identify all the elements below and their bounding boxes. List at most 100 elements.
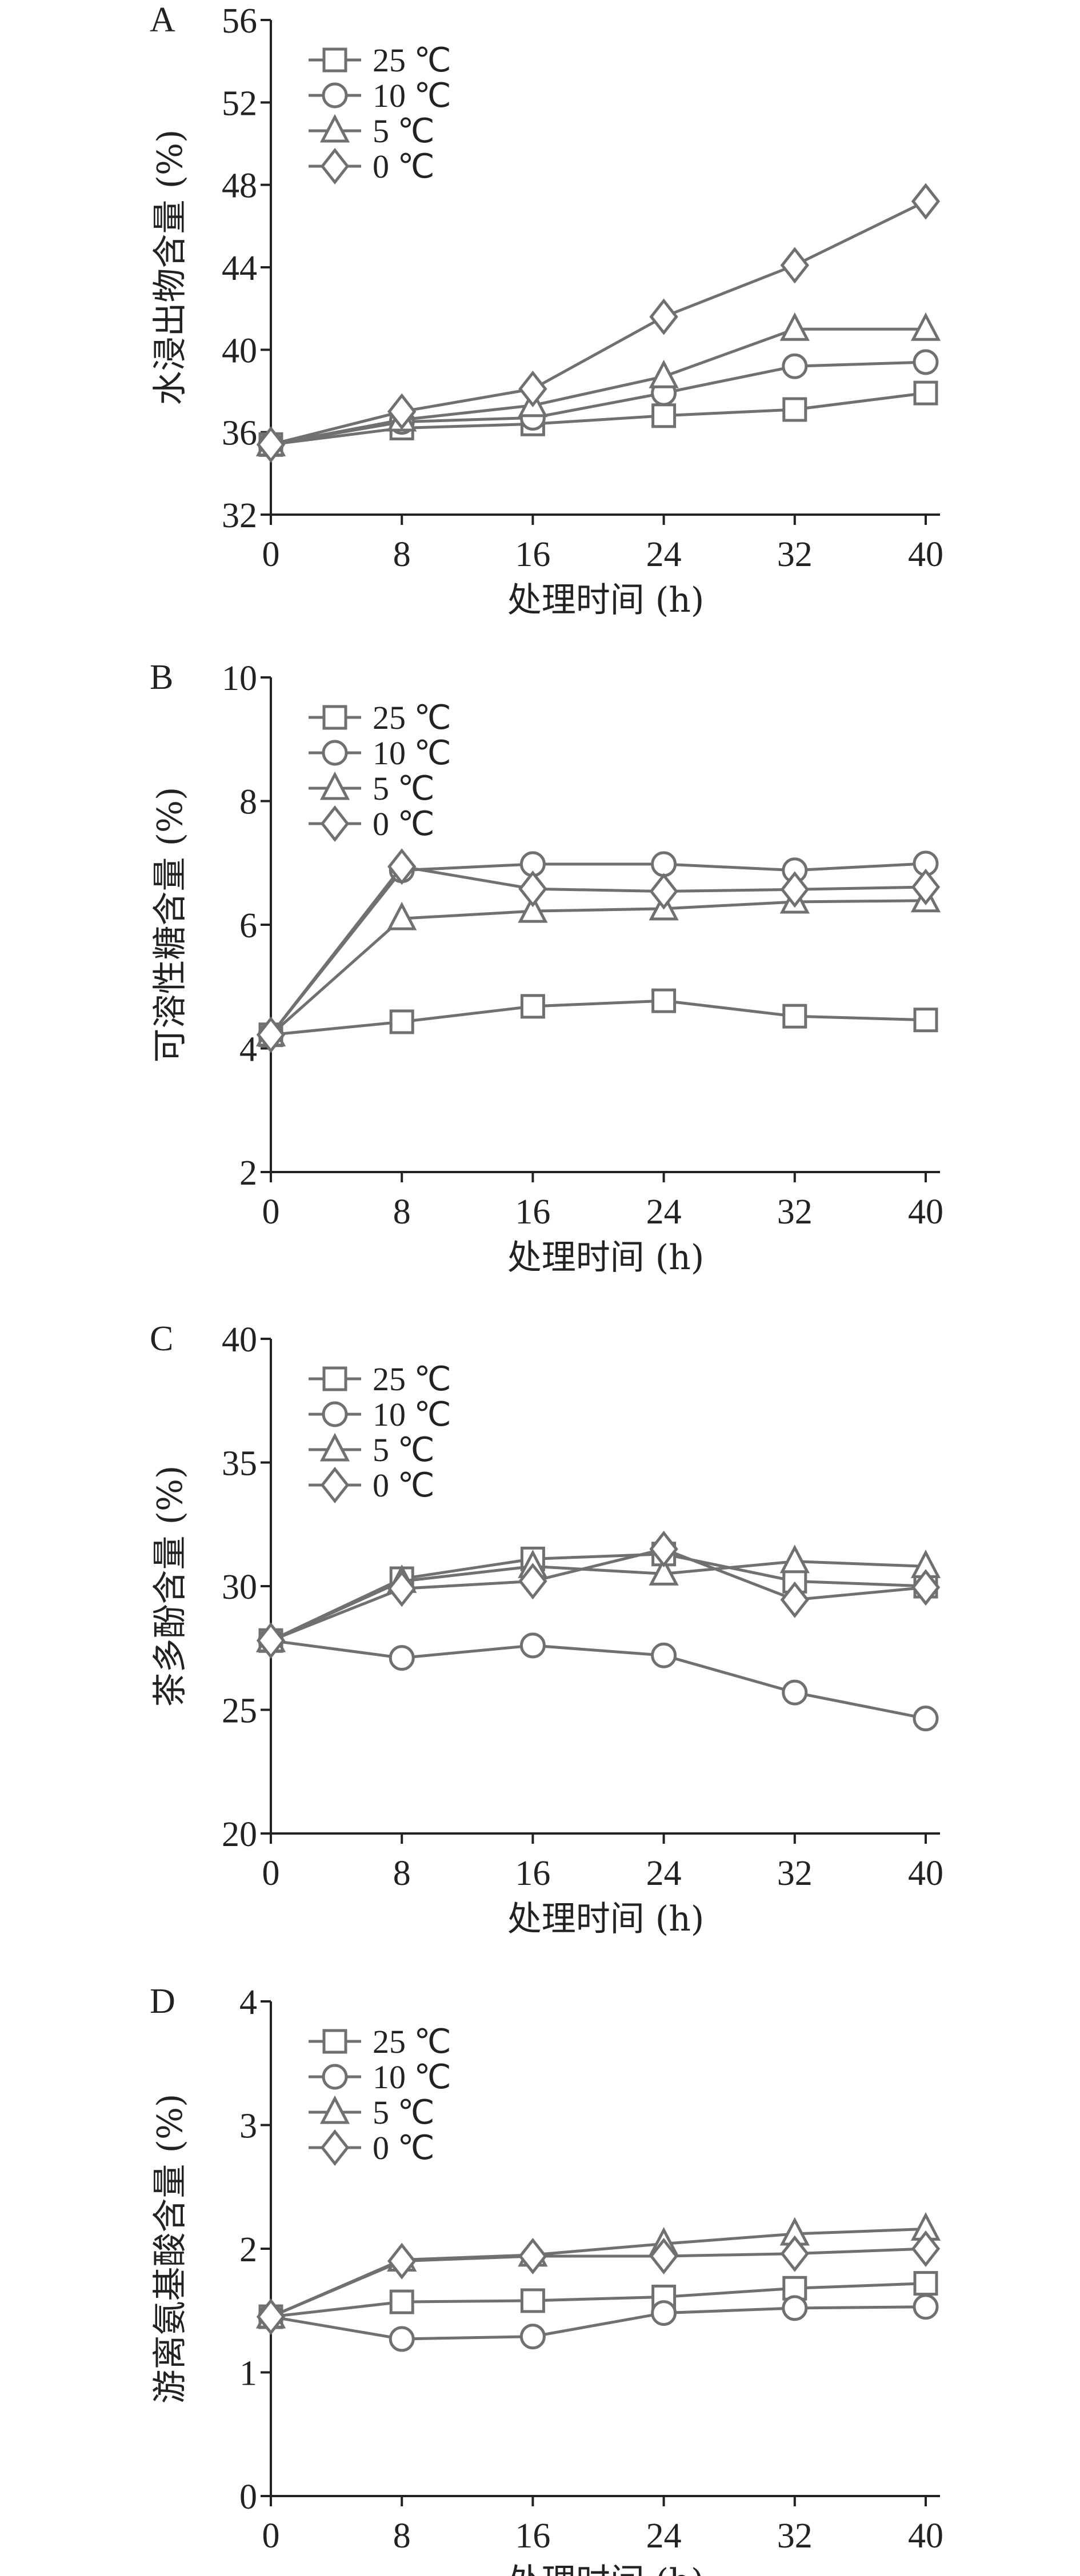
y-tick-label: 2 — [239, 2230, 257, 2269]
x-tick-label: 32 — [777, 1193, 813, 1231]
series-line — [270, 1547, 926, 1642]
data-point — [520, 994, 545, 1019]
legend-label: 0 ℃ — [373, 1467, 435, 1504]
data-point — [651, 988, 677, 1013]
panel-letter: D — [150, 1982, 175, 2021]
data-point — [649, 873, 678, 910]
data-point — [649, 359, 679, 388]
legend-item: 25 ℃ — [309, 699, 451, 736]
data-point — [780, 247, 809, 284]
legend-marker-icon — [320, 147, 350, 185]
data-point — [913, 349, 939, 375]
y-tick-label: 52 — [222, 84, 257, 123]
legend-marker-icon — [322, 82, 348, 109]
y-tick-label: 0 — [239, 2478, 257, 2517]
y-tick-label: 1 — [239, 2354, 257, 2393]
legend-label: 5 ℃ — [373, 1431, 435, 1468]
x-tick-label: 24 — [646, 535, 682, 574]
panel-letter: A — [150, 1, 175, 39]
data-point — [780, 2235, 809, 2272]
data-point — [780, 1581, 809, 1618]
legend-label: 25 ℃ — [373, 699, 451, 736]
y-tick-label: 3 — [239, 2107, 257, 2146]
x-axis-title: 处理时间 (h) — [507, 1899, 705, 1939]
series-line — [270, 999, 926, 1037]
data-point — [256, 426, 286, 463]
legend-label: 5 ℃ — [373, 770, 435, 807]
y-tick-label: 4 — [239, 1983, 257, 2022]
x-tick-label: 40 — [908, 1193, 943, 1231]
data-point — [651, 851, 677, 877]
legend-marker-icon — [322, 2064, 348, 2090]
legend-item: 0 ℃ — [309, 147, 435, 185]
data-point — [387, 393, 417, 430]
legend-marker-icon — [322, 740, 348, 766]
legend-marker-icon — [319, 2095, 350, 2124]
x-tick-label: 8 — [393, 2517, 411, 2555]
legend-marker-icon — [320, 805, 350, 842]
x-tick-label: 40 — [908, 1854, 943, 1893]
x-tick-label: 16 — [515, 2517, 550, 2555]
x-tick-label: 24 — [646, 1854, 682, 1893]
chart-panel-d: D012340816243240处理时间 (h)游离氨基酸含量 (%)25 ℃1… — [150, 1982, 943, 2576]
y-tick-label: 35 — [222, 1445, 257, 1483]
x-tick-label: 8 — [393, 1854, 411, 1893]
data-point — [389, 1645, 415, 1671]
data-point — [782, 2295, 808, 2321]
x-tick-label: 24 — [646, 2517, 682, 2555]
y-tick-label: 40 — [222, 1321, 257, 1359]
legend-label: 25 ℃ — [373, 1361, 451, 1398]
legend-marker-icon — [320, 2129, 350, 2166]
x-tick-label: 32 — [777, 1854, 813, 1893]
series-circle — [258, 2294, 939, 2352]
x-tick-label: 16 — [515, 535, 550, 574]
legend-item: 5 ℃ — [309, 113, 435, 150]
legend-label: 10 ℃ — [373, 735, 451, 772]
legend-item: 10 ℃ — [309, 735, 451, 772]
legend-marker-icon — [322, 47, 347, 73]
data-point — [256, 1622, 286, 1659]
data-point — [651, 1642, 677, 1668]
series-line — [270, 200, 927, 446]
series-line — [270, 391, 926, 446]
legend-label: 5 ℃ — [373, 113, 435, 150]
data-point — [256, 2298, 286, 2336]
y-tick-label: 8 — [239, 783, 257, 822]
x-tick-label: 16 — [515, 1854, 550, 1893]
x-tick-label: 40 — [908, 535, 943, 574]
panel-letter: B — [150, 658, 173, 697]
data-point — [911, 2230, 941, 2268]
x-axis-title: 处理时间 (h) — [507, 2562, 705, 2576]
data-point — [782, 1679, 808, 1706]
legend-label: 0 ℃ — [373, 148, 435, 185]
series-line — [270, 327, 926, 446]
series-line — [270, 862, 926, 1036]
data-point — [387, 1570, 417, 1607]
legend-item: 0 ℃ — [309, 2129, 435, 2166]
legend-item: 25 ℃ — [309, 2023, 451, 2060]
data-point — [389, 2289, 414, 2314]
y-tick-label: 6 — [239, 906, 257, 945]
x-tick-label: 8 — [393, 535, 411, 574]
data-point — [518, 1563, 547, 1600]
axes — [270, 20, 940, 516]
x-axis-title: 处理时间 (h) — [507, 1238, 705, 1278]
legend-marker-icon — [319, 1433, 350, 1462]
data-point — [389, 1009, 414, 1034]
y-tick-label: 25 — [222, 1692, 257, 1731]
y-tick-label: 20 — [222, 1815, 257, 1854]
series-line — [270, 1560, 926, 1642]
y-axis-title: 可溶性糖含量 (%) — [150, 787, 190, 1063]
series-line — [270, 2305, 926, 2341]
series-circle — [258, 1627, 939, 1732]
legend-marker-icon — [319, 114, 350, 143]
legend-label: 10 ℃ — [373, 77, 451, 114]
chart-panel-c: C 20 25 30 35 40 0 8 16 24 32 40 处理时间 (h) 茶多酚含量 (%) 25… — [150, 1319, 943, 1939]
series-square — [258, 988, 938, 1048]
y-tick-label: 4 — [239, 1030, 257, 1069]
data-point — [649, 1556, 679, 1586]
data-point — [518, 894, 548, 923]
data-point — [911, 868, 941, 906]
